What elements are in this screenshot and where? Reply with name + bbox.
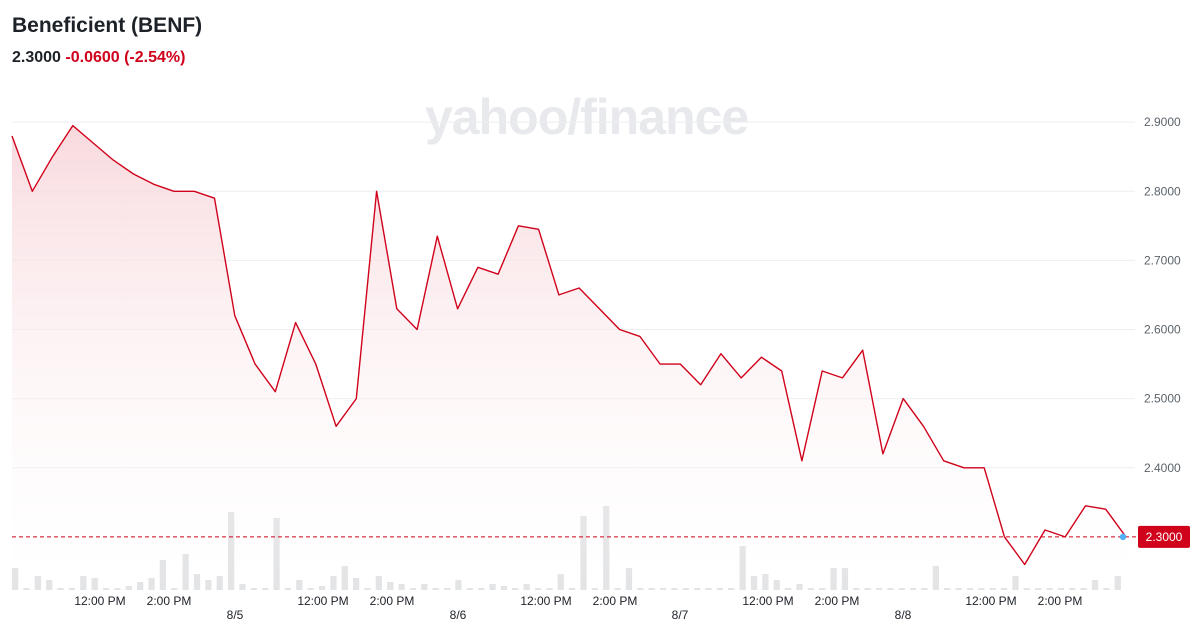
- x-tick-label: 12:00 PM: [74, 594, 125, 608]
- y-tick-label: 2.9000: [1144, 115, 1181, 129]
- current-price-dot: [1119, 533, 1127, 541]
- x-tick-label: 2:00 PM: [1038, 594, 1083, 608]
- y-tick-label: 2.8000: [1144, 184, 1181, 198]
- x-tick-label: 2:00 PM: [593, 594, 638, 608]
- x-tick-label: 2:00 PM: [815, 594, 860, 608]
- quote-line: 2.3000 -0.0600 (-2.54%): [12, 49, 185, 67]
- y-tick-label: 2.6000: [1144, 323, 1181, 337]
- x-tick-label: 12:00 PM: [742, 594, 793, 608]
- date-label: 8/5: [227, 608, 244, 622]
- x-tick-label: 12:00 PM: [520, 594, 571, 608]
- current-price-reference: 2.3000: [12, 525, 1190, 548]
- date-label: 8/7: [672, 608, 689, 622]
- x-tick-label: 12:00 PM: [297, 594, 348, 608]
- price-area-fill: [12, 125, 1126, 590]
- date-label: 8/6: [450, 608, 467, 622]
- yahoo-finance-watermark: yahoo/finance: [425, 89, 749, 145]
- current-price-badge: [1138, 525, 1190, 548]
- date-label: 8/8: [895, 608, 912, 622]
- x-tick-label: 2:00 PM: [147, 594, 192, 608]
- y-tick-label: 2.7000: [1144, 253, 1181, 267]
- price-line: [11, 124, 1127, 566]
- price-line-group: [11, 124, 1127, 566]
- y-tick-label: 2.4000: [1144, 461, 1181, 475]
- current-price: 2.3000: [12, 49, 61, 66]
- stock-title: Beneficient (BENF): [12, 14, 203, 37]
- price-change: -0.0600 (-2.54%): [65, 49, 186, 66]
- y-axis: 2.4000 2.5000 2.6000 2.7000 2.8000 2.9000: [1144, 115, 1181, 475]
- current-price-label: 2.3000: [1146, 530, 1183, 544]
- x-axis: 12:00 PM 2:00 PM 12:00 PM 2:00 PM 12:00 PM 2:…: [74, 594, 1082, 622]
- x-tick-label: 12:00 PM: [965, 594, 1016, 608]
- price-area: [12, 125, 1126, 590]
- y-tick-label: 2.5000: [1144, 392, 1181, 406]
- x-tick-label: 2:00 PM: [370, 594, 415, 608]
